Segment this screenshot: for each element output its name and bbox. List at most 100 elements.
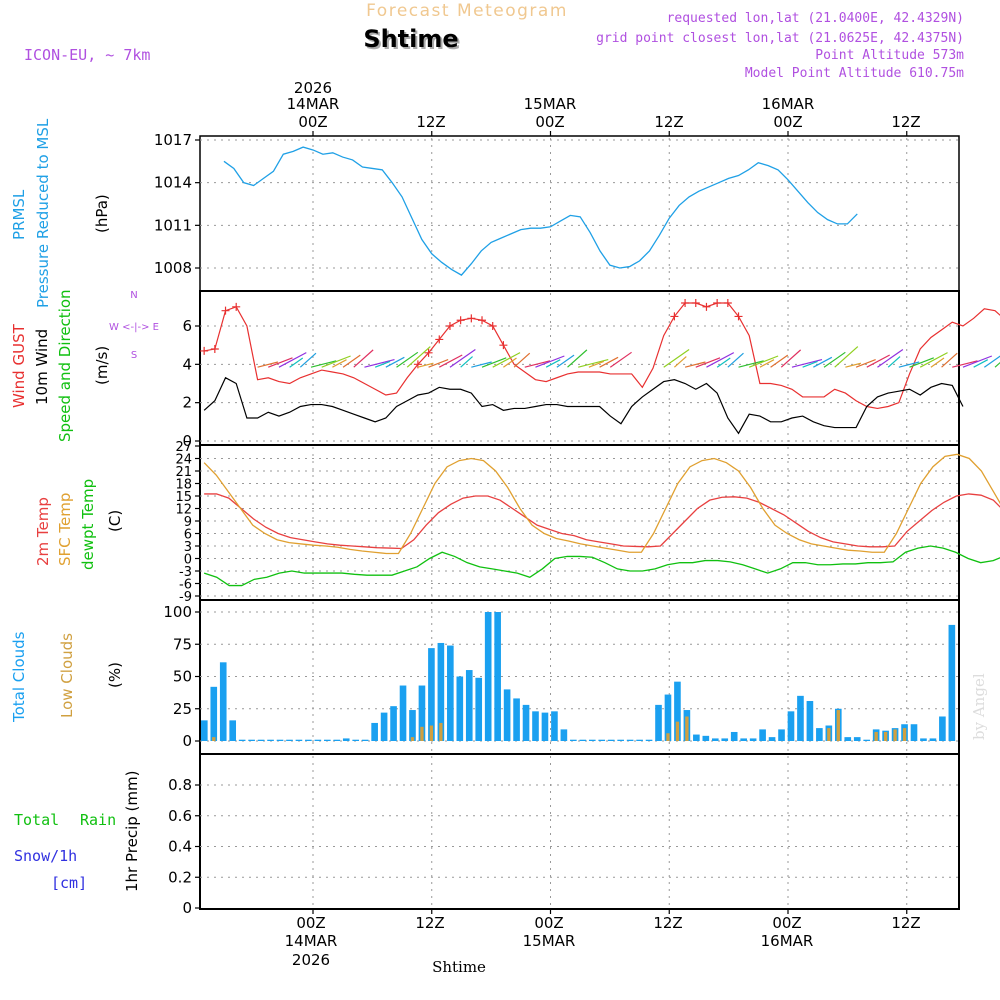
total-cloud-bar — [863, 739, 870, 741]
wind-direction-arrow — [898, 361, 920, 368]
low-cloud-bar — [902, 728, 907, 741]
gust-line — [204, 302, 1000, 410]
wind-direction-arrow — [332, 359, 347, 368]
gust-marker — [200, 346, 209, 355]
total-cloud-bar — [721, 738, 729, 741]
top-tick-label: 12Z — [416, 113, 445, 131]
total-cloud-bar — [494, 612, 501, 741]
total-cloud-bar — [560, 729, 568, 741]
top-tick-label: 12Z — [654, 113, 683, 131]
snow-unit-label: [cm] — [51, 874, 87, 892]
watermark: by Angel — [970, 673, 988, 740]
wind-10m-label: 10m Wind — [33, 329, 51, 405]
bottom-tick-label: 12Z — [653, 914, 682, 932]
y-tick-label: 0.6 — [168, 807, 192, 825]
total-cloud-bar — [929, 738, 937, 741]
wind-direction-arrow — [994, 361, 1000, 368]
low-cloud-bar — [429, 725, 434, 741]
total-cloud-bar — [428, 648, 435, 741]
temperature-line — [204, 493, 1000, 550]
gust-marker — [734, 312, 743, 321]
gust-marker — [232, 302, 241, 311]
y-tick-label: 24 — [175, 453, 192, 468]
top-tick-label: 00Z — [298, 113, 327, 131]
wind-direction-arrow — [609, 351, 632, 368]
requested-coords: requested lon,lat (21.0400E, 42.4329N) — [667, 11, 964, 26]
total-cloud-bar — [749, 738, 757, 741]
y-tick-label: 6 — [184, 528, 192, 543]
gust-marker — [488, 322, 497, 330]
y-tick-label: 1011 — [154, 216, 192, 234]
wind-direction-arrow — [813, 356, 833, 368]
wind-direction-arrow — [706, 352, 735, 368]
temperature-series — [203, 453, 1000, 587]
wind-direction-arrow — [930, 357, 945, 368]
wind-direction-arrow — [268, 357, 293, 368]
sfc-temp-label: SFC Temp — [56, 493, 74, 566]
wind-direction-arrow — [321, 355, 351, 368]
compass-west-east: W <-|-> E — [109, 322, 159, 333]
total-cloud-bar — [645, 739, 653, 741]
wind-direction-arrow — [759, 359, 775, 368]
grid-lines — [195, 131, 959, 914]
total-cloud-bar — [636, 739, 643, 741]
total-cloud-bar — [655, 704, 662, 741]
total-cloud-bar — [778, 729, 785, 741]
total-cloud-bar — [693, 734, 700, 741]
total-cloud-bar — [532, 711, 539, 741]
total-cloud-bar — [380, 712, 388, 741]
top-tick-label: 12Z — [891, 113, 920, 131]
low-cloud-bar — [439, 722, 443, 741]
dewpt-temp-label: dewpt Temp — [79, 479, 97, 570]
gust-marker — [467, 314, 476, 323]
wind-direction-arrow — [417, 362, 434, 368]
total-cloud-bar — [853, 737, 861, 741]
wind-direction-arrow — [780, 349, 802, 368]
y-tick-label: 21 — [175, 465, 192, 480]
total-cloud-bar — [503, 689, 511, 741]
wind-direction-arrow — [524, 360, 551, 368]
wind-direction-arrow — [727, 352, 744, 368]
total-cloud-bar — [257, 739, 265, 741]
y-tick-label: 0 — [182, 732, 192, 750]
bottom-year: 2026 — [292, 951, 330, 969]
bottom-day-15mar: 15MAR — [523, 932, 576, 950]
wind-direction-arrow — [877, 348, 904, 368]
pressure-line — [223, 146, 858, 276]
snow-label: Snow/1h — [14, 847, 77, 865]
total-cloud-bar — [816, 728, 823, 741]
total-cloud-bar — [286, 739, 293, 741]
location-title: Shtime — [363, 25, 458, 53]
wind-direction-arrow — [545, 359, 561, 368]
wind-direction-arrow — [791, 358, 823, 368]
wind-direction-arrow — [919, 352, 948, 368]
y-tick-label: 2 — [182, 394, 192, 412]
wind-direction-arrow — [428, 359, 449, 368]
total-cloud-bar — [787, 711, 795, 741]
precip-panel-frame — [199, 753, 960, 910]
low-cloud-bar — [883, 731, 888, 741]
y-tick-label: -3 — [179, 565, 192, 580]
pressure-series — [223, 146, 858, 276]
y-tick-label: 0 — [182, 432, 192, 450]
gust-marker — [424, 348, 433, 357]
total-cloud-bar — [399, 685, 407, 741]
low-cloud-bar — [666, 733, 670, 741]
low-clouds-label: Low Clouds — [58, 633, 76, 718]
total-cloud-bar — [342, 738, 350, 741]
wind-direction-arrow — [716, 357, 731, 368]
y-tick-label: 4 — [182, 355, 192, 373]
total-cloud-bar — [324, 739, 331, 741]
total-cloud-bar — [361, 739, 369, 741]
gust-marker — [702, 302, 711, 311]
y-tick-label: 25 — [173, 700, 192, 718]
cloud-bars — [201, 612, 956, 741]
total-cloud-bar — [418, 685, 426, 741]
wind-direction-arrow — [299, 352, 317, 368]
wind-direction-arrow — [374, 360, 391, 368]
wind-direction-arrow — [449, 348, 476, 368]
wind-direction-arrow — [289, 357, 304, 368]
wind-direction-arrow — [353, 349, 374, 368]
precip-unit-label: 1hr Precip (mm) — [123, 771, 141, 892]
